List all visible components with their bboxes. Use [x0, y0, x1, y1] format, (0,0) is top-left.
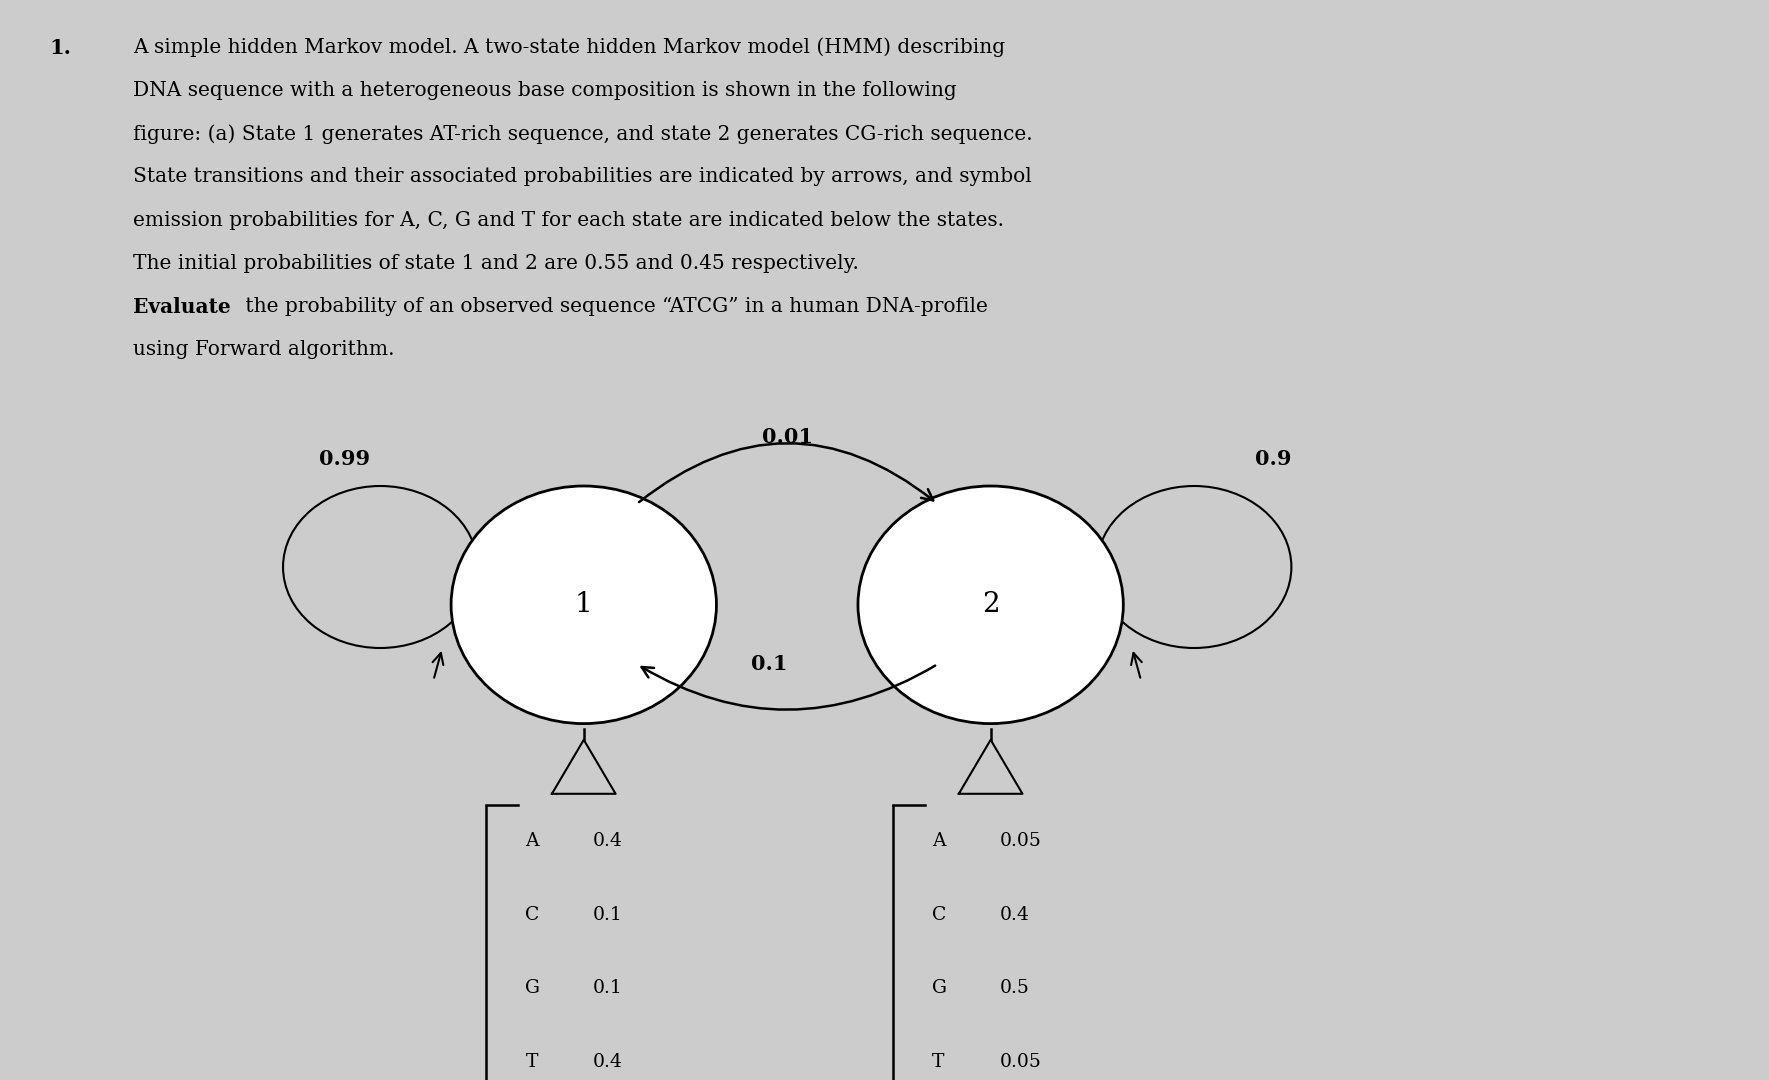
Text: 0.99: 0.99 [320, 449, 370, 469]
Text: G: G [932, 980, 946, 997]
Text: 2: 2 [982, 592, 999, 618]
Text: 0.05: 0.05 [999, 833, 1042, 850]
Ellipse shape [858, 486, 1123, 724]
Text: figure: (a) State 1 generates AT-rich sequence, and state 2 generates CG-rich se: figure: (a) State 1 generates AT-rich se… [133, 124, 1033, 144]
Text: 0.05: 0.05 [999, 1053, 1042, 1070]
Text: 1.: 1. [50, 38, 71, 58]
Text: 0.1: 0.1 [593, 980, 623, 997]
Text: 0.01: 0.01 [762, 428, 812, 447]
Text: 0.4: 0.4 [593, 1053, 623, 1070]
Text: A: A [525, 833, 540, 850]
Text: The initial probabilities of state 1 and 2 are 0.55 and 0.45 respectively.: The initial probabilities of state 1 and… [133, 254, 858, 273]
Text: 0.4: 0.4 [593, 833, 623, 850]
Text: 0.1: 0.1 [752, 654, 787, 674]
Text: 0.4: 0.4 [999, 906, 1030, 923]
Text: 0.9: 0.9 [1256, 449, 1291, 469]
Text: 1: 1 [575, 592, 593, 618]
Text: the probability of an observed sequence “ATCG” in a human DNA-profile: the probability of an observed sequence … [239, 297, 987, 316]
Text: using Forward algorithm.: using Forward algorithm. [133, 340, 394, 360]
Text: 0.5: 0.5 [999, 980, 1030, 997]
Text: DNA sequence with a heterogeneous base composition is shown in the following: DNA sequence with a heterogeneous base c… [133, 81, 957, 100]
Text: G: G [525, 980, 540, 997]
Text: Evaluate: Evaluate [133, 297, 230, 318]
Text: A: A [932, 833, 946, 850]
Text: C: C [525, 906, 540, 923]
Text: emission probabilities for A, C, G and T for each state are indicated below the : emission probabilities for A, C, G and T… [133, 211, 1003, 230]
Text: T: T [932, 1053, 945, 1070]
Text: A simple hidden Markov model. A two-state hidden Markov model (HMM) describing: A simple hidden Markov model. A two-stat… [133, 38, 1005, 57]
Text: 0.1: 0.1 [593, 906, 623, 923]
Text: T: T [525, 1053, 538, 1070]
Text: State transitions and their associated probabilities are indicated by arrows, an: State transitions and their associated p… [133, 167, 1031, 187]
Ellipse shape [451, 486, 716, 724]
Text: C: C [932, 906, 946, 923]
